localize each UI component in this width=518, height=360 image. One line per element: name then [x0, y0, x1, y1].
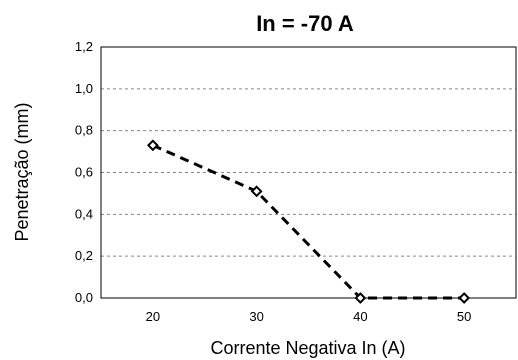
- x-tick-labels: 20 30 40 50: [146, 309, 472, 324]
- chart-title: In = -70 A: [256, 11, 354, 36]
- y-tick-label: 0,8: [75, 123, 93, 138]
- x-tick-label: 30: [249, 309, 263, 324]
- x-tick-label: 40: [353, 309, 367, 324]
- data-point: [458, 292, 471, 304]
- data-point: [250, 185, 263, 198]
- data-point: [146, 139, 159, 152]
- data-point: [354, 292, 367, 304]
- y-tick-label: 1,2: [75, 39, 93, 54]
- x-axis-label: Corrente Negativa In (A): [210, 338, 405, 358]
- grid: [101, 88, 516, 257]
- series-line: [152, 143, 465, 300]
- y-tick-label: 0,2: [75, 248, 93, 263]
- series: [146, 139, 471, 304]
- x-tick-label: 50: [457, 309, 471, 324]
- plot-area-border: [100, 46, 517, 299]
- y-tick-labels: 0,0 0,2 0,4 0,6 0,8 1,0 1,2: [75, 39, 93, 305]
- y-axis-label: Penetração (mm): [12, 102, 32, 241]
- y-tick-label: 1,0: [75, 81, 93, 96]
- y-tick-label: 0,6: [75, 165, 93, 180]
- y-tick-label: 0,4: [75, 206, 93, 221]
- y-tick-label: 0,0: [75, 290, 93, 305]
- x-tick-label: 20: [146, 309, 160, 324]
